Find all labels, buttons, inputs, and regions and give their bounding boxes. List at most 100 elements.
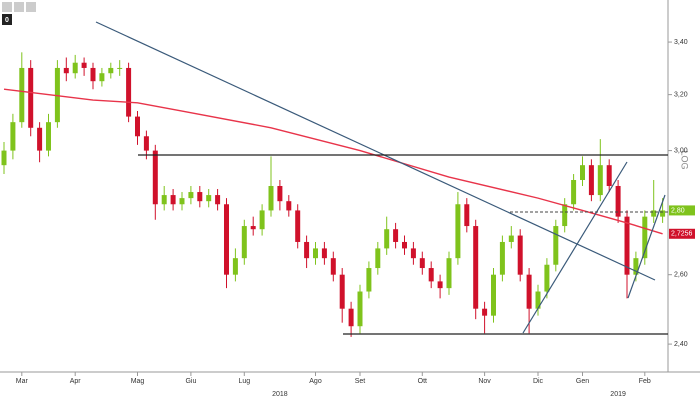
candle-body — [19, 67, 25, 123]
candle-body — [241, 226, 247, 259]
candle-body — [117, 67, 123, 69]
trend-line — [522, 161, 628, 334]
candle-body — [108, 67, 114, 74]
candle-body — [28, 67, 34, 128]
x-tick-label: Feb — [639, 378, 651, 385]
candle-body — [375, 248, 381, 269]
x-tick-label: Ott — [418, 378, 427, 385]
price-tag — [669, 228, 695, 239]
toolbar: 0 — [2, 2, 36, 25]
candle-body — [63, 67, 69, 74]
x-tick-label: Nov — [478, 378, 491, 385]
candle-body — [348, 308, 354, 327]
y-tick-label: 3,40 — [674, 39, 688, 46]
candle-body — [571, 179, 577, 205]
candle-body — [419, 258, 425, 269]
badge-box — [2, 14, 12, 25]
candle-body — [295, 210, 301, 242]
candle-body — [384, 229, 390, 249]
y-tick-label: 2,40 — [674, 341, 688, 348]
candle-body — [1, 150, 7, 166]
candle-body — [357, 291, 363, 327]
candle-body — [215, 195, 221, 205]
candle-body — [72, 62, 78, 74]
log-label: LOG — [680, 150, 690, 169]
candle-body — [491, 274, 496, 316]
tool-cross[interactable] — [2, 2, 12, 12]
candle-body — [499, 241, 505, 275]
x-tick-label: Dic — [533, 378, 544, 385]
candle-body — [152, 150, 158, 205]
candle-body — [224, 204, 229, 275]
year-label: 2019 — [610, 391, 626, 398]
candle-body — [562, 204, 568, 227]
candle-body — [330, 258, 336, 275]
price-tag-label: 2,80 — [671, 207, 685, 214]
candle-body — [179, 198, 185, 205]
candle-body — [544, 264, 550, 292]
candle-body — [143, 136, 149, 151]
candle-body — [366, 268, 372, 292]
candle-body — [624, 216, 630, 275]
trend-line — [95, 21, 656, 281]
candle-body — [197, 192, 203, 202]
x-tick-label: Lug — [238, 378, 250, 385]
candle-body — [553, 226, 559, 265]
candle-body — [10, 122, 16, 151]
candle-body — [473, 226, 479, 309]
tool-line[interactable] — [14, 2, 24, 12]
candle-body — [580, 165, 585, 180]
candle-body — [615, 185, 621, 217]
candle-body — [464, 204, 470, 227]
price-tag-label: 2,7256 — [671, 231, 693, 238]
candle-body — [660, 210, 666, 217]
x-tick-label: Apr — [70, 378, 82, 385]
x-tick-label: Set — [355, 378, 366, 385]
x-tick-label: Mar — [16, 378, 29, 385]
candle-body — [232, 258, 238, 275]
moving-average — [3, 88, 663, 235]
y-tick-label: 3,00 — [674, 147, 688, 154]
candle-body — [250, 226, 256, 230]
candle-body — [393, 229, 399, 242]
candle-body — [268, 185, 274, 211]
candle-body — [188, 192, 194, 199]
candle-body — [277, 185, 283, 202]
x-tick-label: Mag — [131, 378, 145, 385]
candle-body — [206, 195, 212, 202]
candle-body — [126, 67, 132, 117]
candle-body — [588, 165, 594, 196]
candle-body — [437, 281, 443, 289]
candle-body — [313, 248, 318, 259]
candle-body — [517, 235, 523, 275]
tool-menu[interactable] — [26, 2, 36, 12]
candle-body — [642, 216, 648, 259]
candle-body — [161, 195, 167, 205]
candle-body — [170, 195, 176, 205]
candle-body — [81, 62, 87, 68]
candle-body — [259, 210, 265, 230]
candle-body — [304, 241, 310, 259]
x-tick-label: Giu — [185, 378, 196, 385]
candle-body — [286, 201, 292, 211]
candle-body — [455, 204, 461, 259]
candle-body — [508, 235, 514, 242]
candle-body — [633, 258, 639, 275]
trend-line — [627, 194, 666, 299]
candle-body — [321, 248, 327, 259]
candle-body — [606, 165, 612, 186]
price-tag — [669, 205, 695, 216]
candle-body — [535, 291, 541, 309]
candle-body — [339, 274, 345, 309]
x-tick-label: Ago — [309, 378, 322, 385]
candle-body — [46, 122, 51, 151]
y-tick-label: 2,60 — [674, 272, 688, 279]
candle-body — [90, 67, 96, 82]
candle-body — [402, 241, 407, 249]
badge: 0 — [5, 17, 9, 24]
candle-body — [99, 73, 105, 82]
candle-body — [597, 165, 603, 196]
candle-body — [446, 258, 452, 289]
